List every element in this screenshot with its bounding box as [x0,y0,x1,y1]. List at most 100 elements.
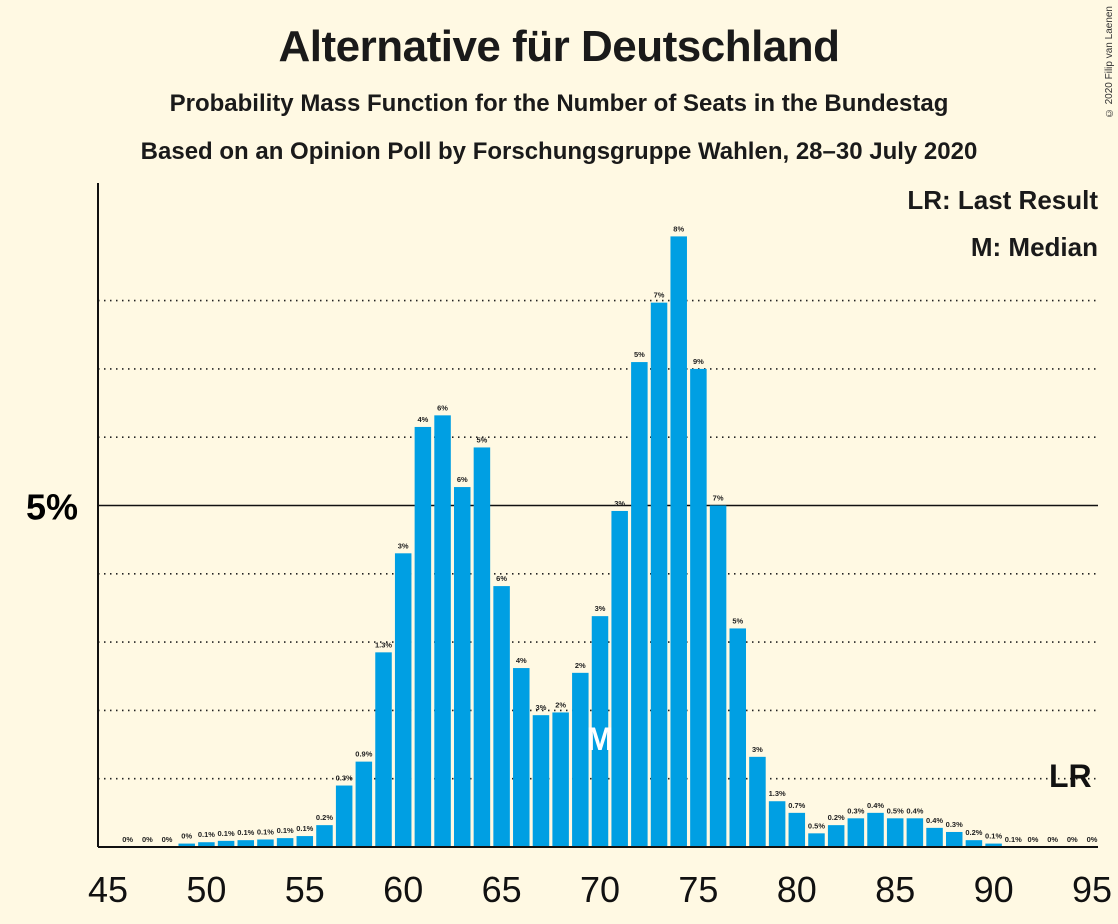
bar-value-label: 3% [614,499,625,508]
bar [709,505,727,847]
bar [729,628,747,847]
x-tick-label: 65 [482,869,522,910]
median-marker: M [587,721,614,757]
bar-value-label: 0.4% [926,816,943,825]
last-result-marker: LR [1049,758,1092,794]
x-tick-label: 75 [678,869,718,910]
bar [394,553,412,847]
bar-value-label: 5% [732,616,743,625]
bar [749,756,766,847]
bar-value-label: 4% [417,415,428,424]
bar [808,833,825,847]
bar [355,761,373,847]
bar [473,447,491,847]
bar-value-label: 1.3% [769,789,786,798]
bar-value-label: 9% [693,357,704,366]
bar-value-label: 0.2% [316,813,333,822]
bar-value-label: 0% [181,832,192,841]
bar-value-label: 0% [1067,835,1078,844]
bar [178,843,195,847]
x-tick-label: 85 [875,869,915,910]
bar-value-label: 8% [673,224,684,233]
bar [276,838,294,847]
bar [296,836,314,847]
chart-subtitle-poll: Based on an Opinion Poll by Forschungsgr… [140,138,978,165]
bar-value-label: 3% [398,541,409,550]
bar-value-label: 0.3% [946,820,963,829]
bar-value-label: 0.5% [808,821,825,830]
x-tick-label: 90 [974,869,1014,910]
bar [552,712,569,847]
x-tick-label: 95 [1072,869,1112,910]
bar-value-label: 0.1% [296,824,313,833]
bar [237,840,255,847]
x-tick-label: 50 [186,869,226,910]
bar [847,818,865,847]
bar [217,840,235,847]
bar [985,843,1002,847]
bar-value-label: 0.3% [336,774,353,783]
bar [690,368,707,847]
bar-value-label: 0.1% [257,827,274,836]
bar-value-label: 0% [162,835,173,844]
bar [965,840,983,847]
bar-value-label: 2% [555,700,566,709]
bar [375,652,392,847]
bar-value-label: 6% [437,403,448,412]
bar-value-label: 0.5% [887,806,904,815]
bar-value-label: 0.2% [965,828,982,837]
chart-title: Alternative für Deutschland [278,22,840,71]
bar-value-label: 0% [1047,835,1058,844]
bar [886,818,904,847]
bar [827,825,845,847]
bar-value-label: 6% [457,475,468,484]
bar-value-label: 5% [634,350,645,359]
bar-value-label: 0% [122,835,133,844]
bar [591,616,609,847]
bar-value-label: 3% [536,703,547,712]
bar-value-label: 0.1% [277,826,294,835]
bar-value-label: 7% [713,494,724,503]
bar [335,785,353,847]
x-tick-label: 60 [383,869,423,910]
bar-value-label: 0.7% [788,801,805,810]
bar-value-label: 0.2% [828,813,845,822]
bar-value-label: 0% [142,835,153,844]
bar [316,825,333,847]
bar [631,362,648,847]
bar [493,586,510,847]
bar-value-label: 0.1% [1005,835,1022,844]
bar [434,415,451,847]
bar-value-label: 4% [516,656,527,665]
bar [650,302,668,847]
bar [572,672,589,847]
bar [414,426,432,847]
bar [513,668,530,847]
bar-value-label: 0.4% [906,806,923,815]
bar-value-label: 0% [1028,835,1039,844]
x-tick-label: 55 [285,869,325,910]
bar [532,715,550,847]
bar-value-label: 2% [575,661,586,670]
bar [945,831,963,847]
bar-value-label: 0.1% [198,830,215,839]
bar [867,812,884,847]
bar-value-label: 3% [752,745,763,754]
bar-value-label: 3% [595,604,606,613]
x-tick-label: 80 [777,869,817,910]
bar-value-label: 0.1% [237,828,254,837]
chart-subtitle: Probability Mass Function for the Number… [169,90,949,117]
bar-value-label: 1.3% [375,640,392,649]
bar-value-label: 5% [476,435,487,444]
y-tick-label: 5% [26,487,78,528]
bar [611,510,628,847]
bar [670,236,687,847]
x-tick-label: 70 [580,869,620,910]
x-tick-label: 45 [88,869,128,910]
bar-value-label: 7% [654,291,665,300]
bar-value-label: 0.3% [847,806,864,815]
bar [768,801,786,847]
legend-median: M: Median [970,232,1098,262]
bar [257,839,274,847]
